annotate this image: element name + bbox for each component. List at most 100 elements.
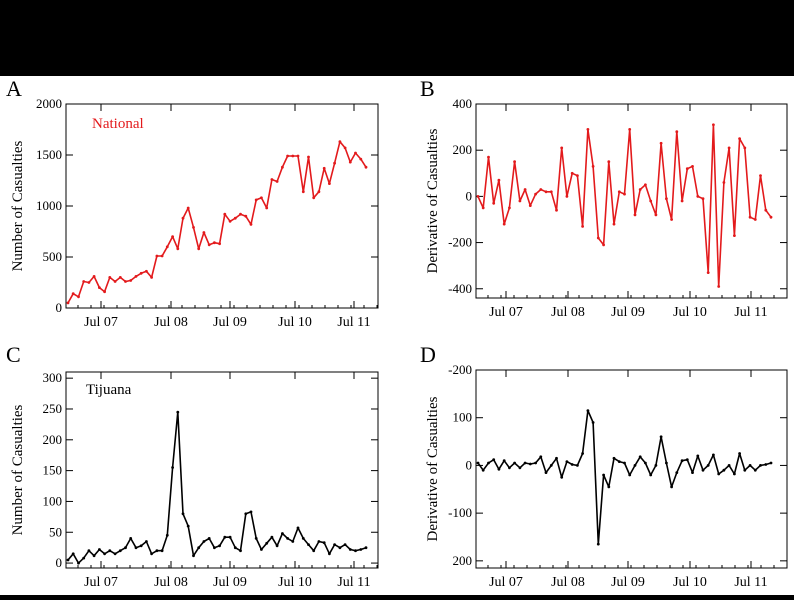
data-point	[539, 455, 543, 459]
data-point	[192, 226, 195, 229]
data-point	[181, 512, 185, 516]
series-line	[67, 411, 367, 564]
data-point	[576, 174, 579, 177]
data-point	[139, 544, 143, 548]
data-point	[359, 157, 363, 161]
data-point	[759, 464, 762, 467]
series-annotation: Tijuana	[86, 382, 132, 398]
data-point	[675, 130, 679, 134]
data-point	[497, 467, 501, 471]
data-point	[328, 182, 331, 185]
x-tick-label: Jul 10	[278, 575, 312, 590]
data-point	[129, 279, 133, 282]
data-point	[197, 247, 201, 251]
data-point	[71, 552, 75, 556]
x-tick-label: Jul 09	[611, 305, 645, 320]
x-tick-label: Jul 08	[154, 575, 188, 590]
data-point	[644, 461, 647, 465]
data-point	[192, 554, 195, 558]
data-point	[706, 464, 710, 467]
data-point	[581, 225, 584, 228]
x-tick-label: Jul 10	[673, 575, 707, 590]
data-point	[124, 280, 127, 283]
data-point	[539, 188, 543, 191]
data-point	[513, 461, 516, 465]
x-tick-label: Jul 09	[213, 315, 247, 330]
x-tick-label: Jul 11	[337, 575, 370, 590]
data-point	[565, 460, 569, 463]
data-point	[518, 466, 522, 470]
plot-frame	[475, 369, 788, 569]
data-point	[602, 473, 605, 477]
figure-canvas: A Number of Casualties 0 500 1000 1500 2000 Jul…	[0, 76, 794, 595]
data-point	[508, 206, 511, 210]
data-point	[92, 275, 96, 278]
data-point	[354, 549, 357, 553]
data-point	[717, 285, 721, 288]
data-point	[748, 215, 752, 219]
data-point	[481, 468, 485, 472]
y-tick-label: 250	[43, 401, 63, 416]
y-tick-label: 0	[466, 188, 473, 203]
data-point	[150, 276, 154, 279]
x-tick-label: Jul 07	[489, 575, 523, 590]
data-point	[487, 155, 490, 159]
series-line	[477, 123, 772, 288]
data-point	[665, 197, 668, 201]
data-point	[338, 546, 342, 550]
data-point	[249, 223, 253, 226]
data-point	[160, 549, 164, 553]
data-point	[549, 464, 553, 467]
data-point	[87, 281, 91, 284]
data-point	[696, 195, 700, 198]
data-point	[633, 213, 637, 217]
data-point	[591, 421, 595, 424]
y-tick-label: 150	[43, 463, 63, 478]
y-axis-label: Derivative of Casualties	[425, 128, 441, 273]
data-point	[712, 453, 715, 457]
data-point	[612, 456, 616, 460]
data-point	[338, 140, 342, 144]
data-point	[743, 146, 747, 150]
y-tick-label: 200	[453, 553, 473, 568]
data-point	[113, 552, 117, 556]
data-point	[139, 271, 143, 275]
data-point	[591, 165, 595, 168]
data-point	[317, 540, 321, 543]
data-point	[508, 466, 511, 470]
data-point	[239, 549, 242, 553]
x-tick-label: Jul 07	[84, 575, 118, 590]
data-point	[165, 533, 169, 537]
data-point	[103, 552, 106, 556]
data-point	[265, 541, 269, 545]
data-point	[254, 537, 258, 540]
data-point	[753, 468, 757, 472]
y-tick-label: 500	[43, 249, 63, 264]
data-point	[534, 192, 537, 196]
x-tick-label: Jul 08	[551, 575, 585, 590]
data-point	[291, 154, 295, 158]
data-point	[98, 286, 101, 289]
data-point	[118, 276, 122, 279]
data-point	[129, 537, 133, 540]
x-tick-label: Jul 11	[734, 575, 767, 590]
data-point	[701, 468, 705, 472]
data-point	[649, 473, 653, 477]
data-point	[743, 468, 747, 472]
data-point	[145, 269, 148, 273]
data-point	[502, 222, 506, 226]
data-point	[176, 247, 180, 251]
data-point	[150, 552, 154, 556]
data-point	[675, 471, 679, 474]
data-point	[565, 195, 569, 198]
data-point	[528, 462, 532, 466]
data-point	[333, 161, 336, 165]
y-axis-label: Derivative of Casualties	[425, 396, 441, 541]
y-tick-label: 1500	[36, 147, 62, 162]
data-point	[364, 165, 368, 169]
plot-frame	[475, 103, 788, 299]
data-point	[628, 128, 632, 131]
data-point	[560, 475, 564, 479]
data-point	[160, 254, 164, 258]
data-point	[113, 280, 117, 283]
